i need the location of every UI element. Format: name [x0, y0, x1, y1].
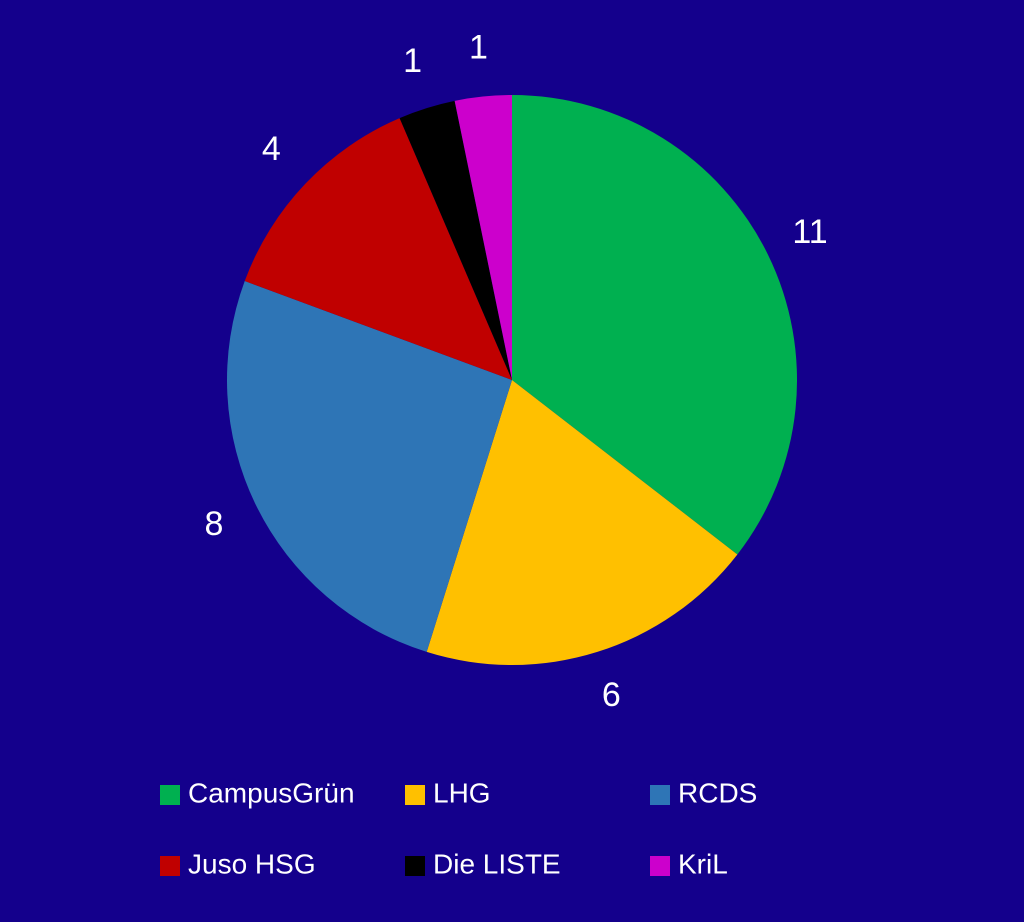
data-label: 4 [262, 130, 281, 168]
pie-slice [244, 118, 512, 381]
pie-slice [226, 281, 512, 652]
pie-slice [426, 380, 738, 665]
data-label: 6 [602, 676, 621, 714]
legend-swatch [650, 856, 670, 876]
pie-slice [454, 95, 512, 380]
legend-swatch [405, 785, 425, 805]
legend-label: LHG [433, 777, 491, 808]
legend-label: CampusGrün [188, 777, 355, 808]
legend-label: Die LISTE [433, 848, 561, 879]
legend-swatch [650, 785, 670, 805]
pie-slice [512, 95, 798, 555]
legend-swatch [160, 785, 180, 805]
data-label: 1 [469, 29, 488, 67]
legend-swatch [160, 856, 180, 876]
legend-label: KriL [678, 848, 728, 879]
data-label: 1 [403, 42, 422, 80]
data-label: 8 [204, 505, 223, 543]
legend-label: Juso HSG [188, 848, 316, 879]
legend-label: RCDS [678, 777, 757, 808]
pie-slice [399, 100, 512, 380]
legend-swatch [405, 856, 425, 876]
data-label: 11 [792, 213, 827, 251]
